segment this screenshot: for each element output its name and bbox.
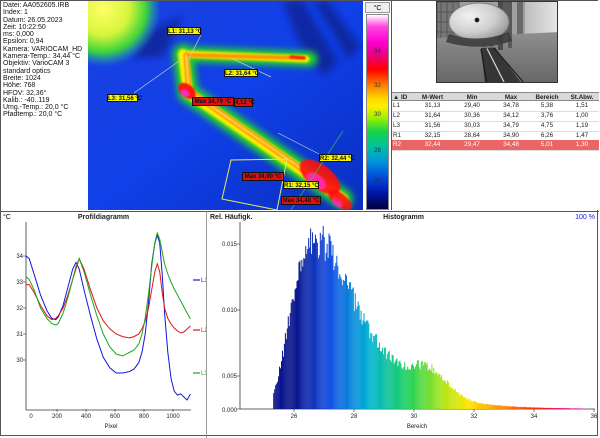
svg-text:36: 36 [591, 414, 598, 420]
svg-text:0: 0 [29, 414, 33, 420]
svg-text:0.000: 0.000 [222, 408, 238, 414]
svg-text:33: 33 [16, 280, 23, 286]
svg-text:600: 600 [110, 414, 121, 420]
svg-text:30: 30 [411, 414, 418, 420]
svg-text:34: 34 [16, 254, 23, 260]
svg-text:28: 28 [351, 414, 358, 420]
svg-text:34: 34 [531, 414, 538, 420]
svg-text:200: 200 [52, 414, 63, 420]
svg-text:31: 31 [16, 332, 23, 338]
svg-text:32: 32 [471, 414, 478, 420]
svg-text:1000: 1000 [166, 414, 180, 420]
svg-text:32: 32 [16, 306, 23, 312]
svg-text:0.015: 0.015 [222, 242, 238, 248]
svg-text:0.010: 0.010 [222, 308, 238, 314]
svg-text:Bereich: Bereich [407, 424, 427, 430]
svg-text:26: 26 [291, 414, 298, 420]
svg-text:Pixel: Pixel [104, 424, 117, 430]
svg-text:400: 400 [81, 414, 92, 420]
svg-text:30: 30 [16, 358, 23, 364]
svg-text:800: 800 [139, 414, 150, 420]
svg-text:0.005: 0.005 [222, 374, 238, 380]
